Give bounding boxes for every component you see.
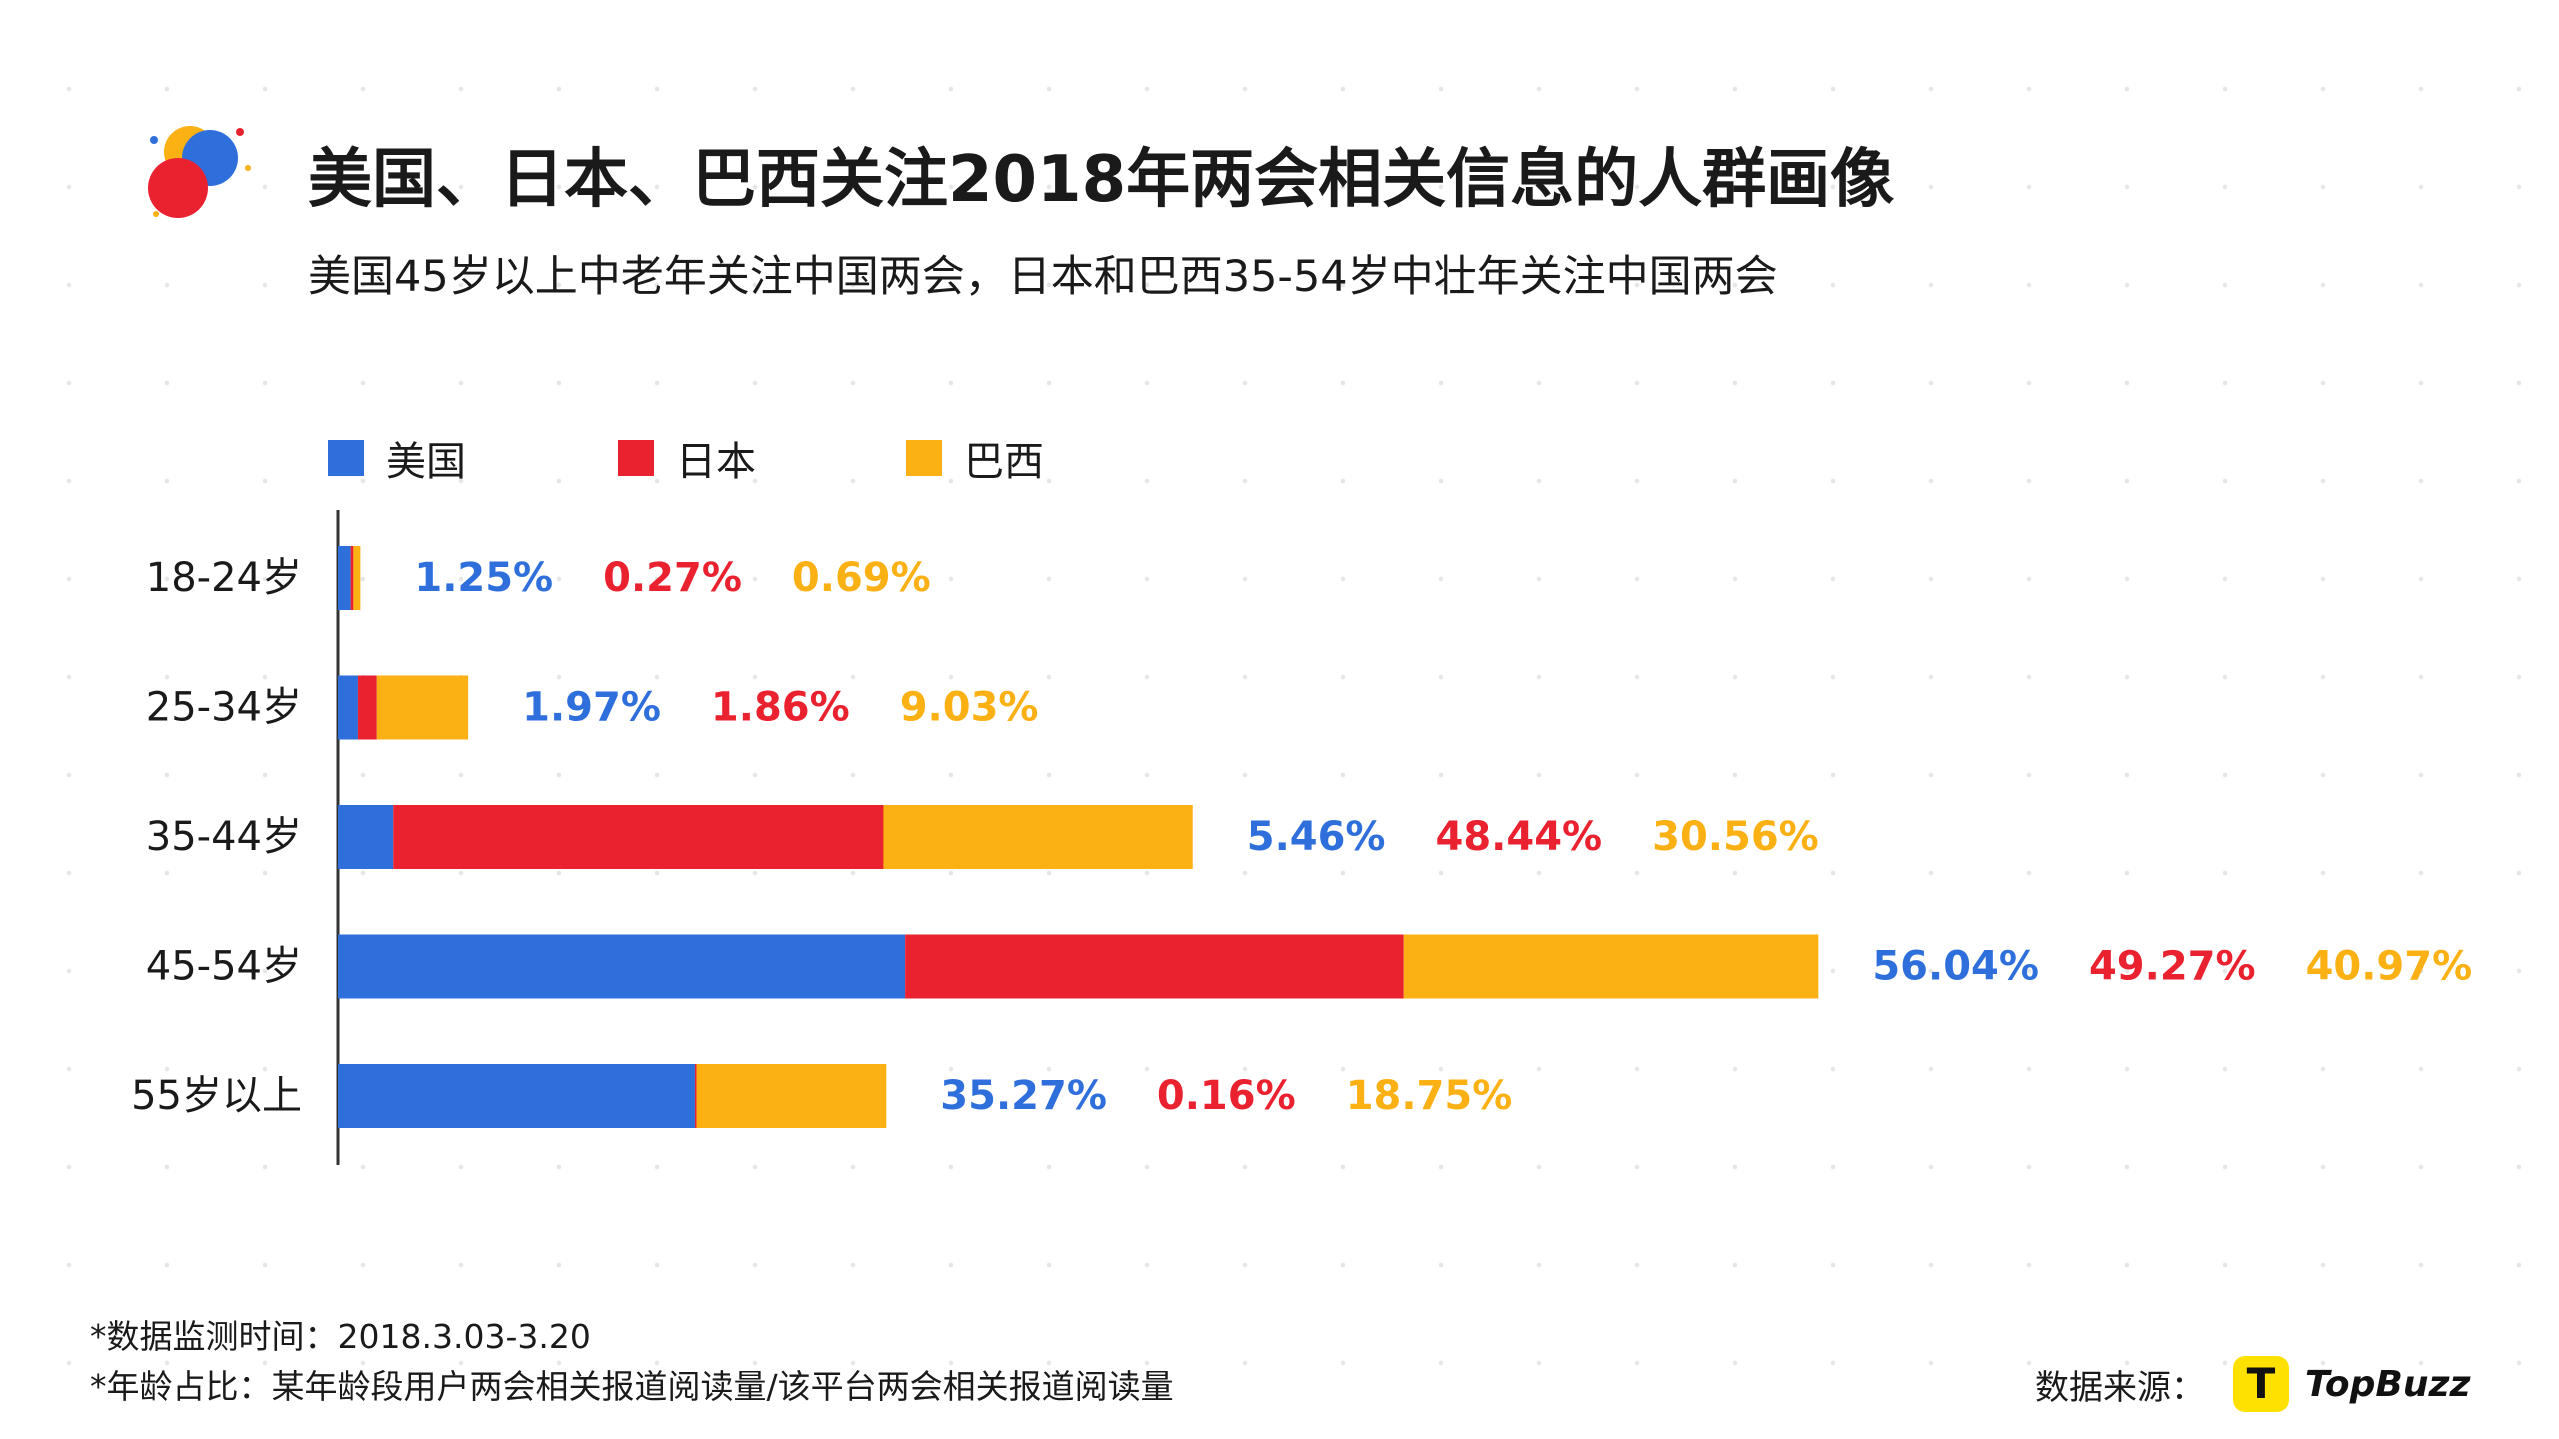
data-source: 数据来源： T TopBuzz bbox=[2035, 1352, 2470, 1416]
legend-label-us: 美国 bbox=[386, 439, 466, 485]
legend-label-japan: 日本 bbox=[676, 439, 756, 485]
bar-brazil-4 bbox=[696, 1064, 887, 1128]
topbuzz-icon-letter: T bbox=[2246, 1359, 2276, 1408]
bar-japan-4 bbox=[694, 1064, 697, 1128]
page-subtitle: 美国45岁以上中老年关注中国两会，日本和巴西35-54岁中壮年关注中国两会 bbox=[308, 252, 1778, 302]
bar-japan-0 bbox=[350, 546, 354, 610]
data-label-japan-1: 1.86% bbox=[711, 685, 850, 731]
data-label-us-1: 1.97% bbox=[522, 685, 661, 731]
data-label-japan-3: 49.27% bbox=[2089, 944, 2256, 990]
data-label-brazil-1: 9.03% bbox=[900, 685, 1039, 731]
legend-item-japan: 日本 bbox=[618, 428, 756, 488]
category-label-3: 45-54岁 bbox=[146, 944, 302, 990]
data-label-brazil-0: 0.69% bbox=[792, 555, 931, 601]
legend-label-brazil: 巴西 bbox=[964, 439, 1044, 485]
data-label-brazil-2: 30.56% bbox=[1652, 814, 1819, 860]
topbuzz-logo-icon: T bbox=[2233, 1356, 2289, 1412]
bar-brazil-1 bbox=[376, 675, 469, 740]
category-label-1: 25-34岁 bbox=[146, 685, 302, 731]
category-label-4: 55岁以上 bbox=[131, 1073, 302, 1119]
data-label-japan-0: 0.27% bbox=[603, 555, 742, 601]
topbuzz-wordmark: TopBuzz bbox=[2305, 1363, 2471, 1405]
bar-japan-2 bbox=[393, 805, 884, 869]
bar-us-0 bbox=[338, 546, 351, 610]
bar-us-3 bbox=[338, 934, 906, 999]
bar-japan-1 bbox=[357, 675, 377, 740]
bar-brazil-3 bbox=[1403, 934, 1819, 999]
page-title: 美国、日本、巴西关注2018年两会相关信息的人群画像 bbox=[308, 143, 1895, 217]
footnote-definition: *年龄占比：某年龄段用户两会相关报道阅读量/该平台两会相关报道阅读量 bbox=[90, 1367, 1174, 1406]
category-label-2: 35-44岁 bbox=[146, 814, 302, 860]
bar-us-2 bbox=[338, 805, 394, 869]
category-label-0: 18-24岁 bbox=[146, 555, 302, 601]
data-label-brazil-4: 18.75% bbox=[1346, 1073, 1513, 1119]
legend-swatch-us bbox=[328, 440, 364, 476]
bar-us-4 bbox=[338, 1064, 695, 1128]
legend-swatch-brazil bbox=[906, 440, 942, 476]
bar-brazil-2 bbox=[883, 805, 1193, 869]
data-label-japan-2: 48.44% bbox=[1436, 814, 1603, 860]
legend-item-us: 美国 bbox=[328, 428, 466, 488]
footnote-period: *数据监测时间：2018.3.03-3.20 bbox=[90, 1317, 591, 1356]
data-label-us-4: 35.27% bbox=[940, 1073, 1107, 1119]
data-label-brazil-3: 40.97% bbox=[2306, 944, 2473, 990]
bar-brazil-0 bbox=[353, 546, 361, 610]
source-label: 数据来源： bbox=[2035, 1367, 2205, 1408]
legend-item-brazil: 巴西 bbox=[906, 428, 1044, 488]
bar-japan-3 bbox=[905, 934, 1404, 999]
bar-us-1 bbox=[338, 675, 358, 740]
legend-swatch-japan bbox=[618, 440, 654, 476]
data-label-us-3: 56.04% bbox=[1872, 944, 2039, 990]
data-label-us-2: 5.46% bbox=[1247, 814, 1386, 860]
colored-circles-logo-icon bbox=[148, 126, 251, 218]
data-label-japan-4: 0.16% bbox=[1157, 1073, 1296, 1119]
data-label-us-0: 1.25% bbox=[414, 555, 553, 601]
